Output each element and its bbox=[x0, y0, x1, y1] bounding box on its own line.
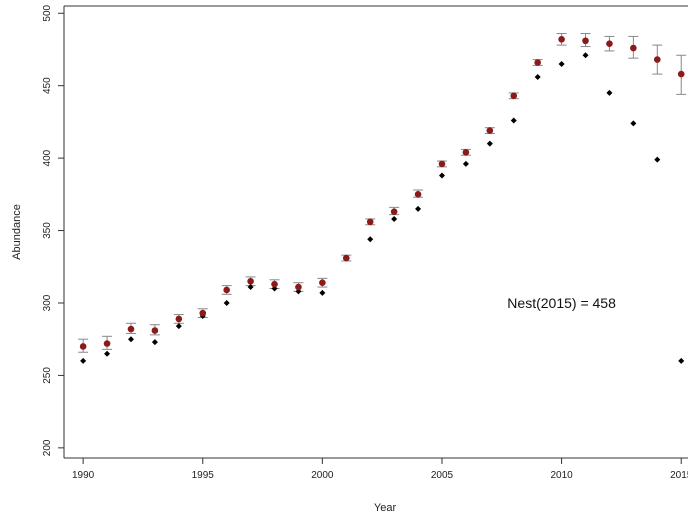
observed-point bbox=[175, 323, 182, 330]
estimate-point bbox=[127, 325, 135, 333]
observed-point bbox=[582, 52, 589, 59]
observed-point bbox=[127, 336, 134, 343]
observed-point bbox=[415, 205, 422, 212]
estimate-point bbox=[558, 36, 565, 43]
observed-point bbox=[558, 60, 565, 67]
estimate-point bbox=[366, 218, 374, 226]
observed-point bbox=[606, 89, 613, 96]
estimate-point bbox=[295, 283, 302, 291]
estimate-point bbox=[271, 280, 278, 288]
chart-annotation: Nest(2015) = 458 bbox=[507, 295, 616, 311]
estimate-point bbox=[414, 191, 422, 198]
estimate-point bbox=[534, 59, 541, 66]
estimate-point bbox=[79, 343, 87, 350]
observed-point bbox=[391, 215, 398, 222]
estimate-point bbox=[462, 149, 470, 156]
y-axis: 200 250 300 350 400 450 500 bbox=[42, 4, 64, 456]
estimate-point bbox=[342, 254, 350, 262]
observed-point bbox=[534, 73, 541, 80]
observed-point bbox=[630, 120, 637, 127]
estimate-point bbox=[390, 208, 398, 216]
y-axis-label: Abundance bbox=[11, 204, 23, 260]
estimate-point bbox=[677, 70, 685, 78]
plot-frame bbox=[63, 5, 688, 459]
observed-point bbox=[367, 236, 374, 243]
observed-point bbox=[654, 156, 661, 163]
estimate-point bbox=[582, 37, 589, 45]
estimate-point bbox=[247, 277, 254, 285]
observed-point bbox=[319, 289, 326, 296]
estimate-point bbox=[103, 340, 111, 347]
y-tick-label: 450 bbox=[42, 77, 53, 94]
x-axis: 1990 1995 2000 2005 2010 2015 bbox=[72, 458, 688, 481]
y-tick-label: 500 bbox=[42, 4, 53, 21]
y-tick-label: 250 bbox=[42, 367, 53, 384]
estimate-point bbox=[630, 44, 637, 52]
estimate-point bbox=[653, 56, 661, 63]
observed-point bbox=[438, 172, 445, 179]
x-tick-label: 2005 bbox=[431, 470, 454, 481]
observed-point bbox=[223, 299, 230, 306]
y-tick-label: 200 bbox=[42, 439, 53, 456]
observed-point bbox=[678, 357, 685, 364]
x-tick-label: 2000 bbox=[311, 470, 334, 481]
x-tick-label: 2010 bbox=[550, 470, 573, 481]
estimate-point bbox=[151, 327, 159, 334]
observed-point bbox=[80, 357, 87, 364]
x-tick-label: 1995 bbox=[192, 470, 215, 481]
observed-point bbox=[151, 339, 158, 346]
estimate-point bbox=[438, 160, 446, 168]
estimate-point bbox=[606, 40, 613, 47]
estimate-point bbox=[175, 315, 183, 323]
observed-points bbox=[80, 52, 685, 364]
x-axis-label: Year bbox=[374, 502, 397, 514]
estimate-point bbox=[510, 92, 518, 100]
observed-point bbox=[510, 117, 517, 124]
observed-point bbox=[462, 160, 469, 167]
estimate-point bbox=[199, 309, 207, 317]
y-tick-label: 300 bbox=[42, 294, 53, 311]
x-tick-label: 1990 bbox=[72, 470, 95, 481]
estimate-point bbox=[486, 127, 494, 134]
y-tick-label: 400 bbox=[42, 149, 53, 166]
observed-point bbox=[104, 350, 111, 357]
estimate-point bbox=[223, 286, 230, 294]
estimate-point bbox=[319, 279, 326, 287]
estimate-points bbox=[79, 36, 685, 350]
observed-point bbox=[247, 284, 254, 291]
observed-point bbox=[486, 140, 493, 147]
x-tick-label: 2015 bbox=[670, 470, 688, 481]
y-tick-label: 350 bbox=[42, 222, 53, 239]
